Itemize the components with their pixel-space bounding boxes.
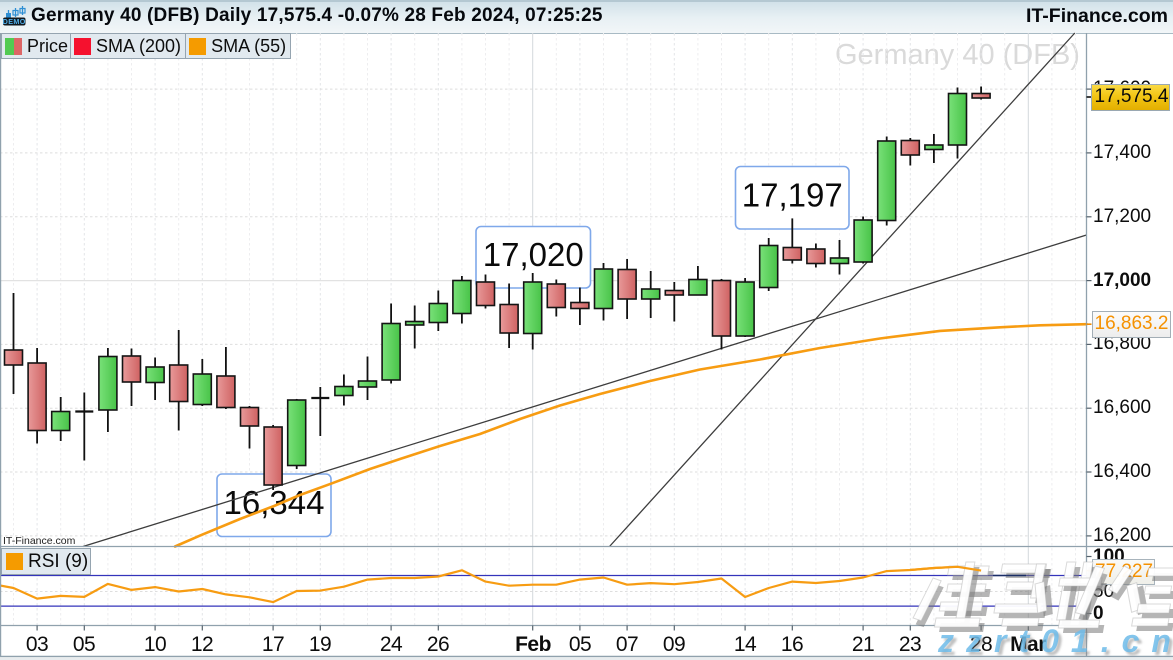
svg-text:17,020: 17,020 bbox=[483, 236, 584, 273]
svg-text:DEMO: DEMO bbox=[3, 17, 26, 26]
svg-text:17,197: 17,197 bbox=[742, 176, 843, 213]
